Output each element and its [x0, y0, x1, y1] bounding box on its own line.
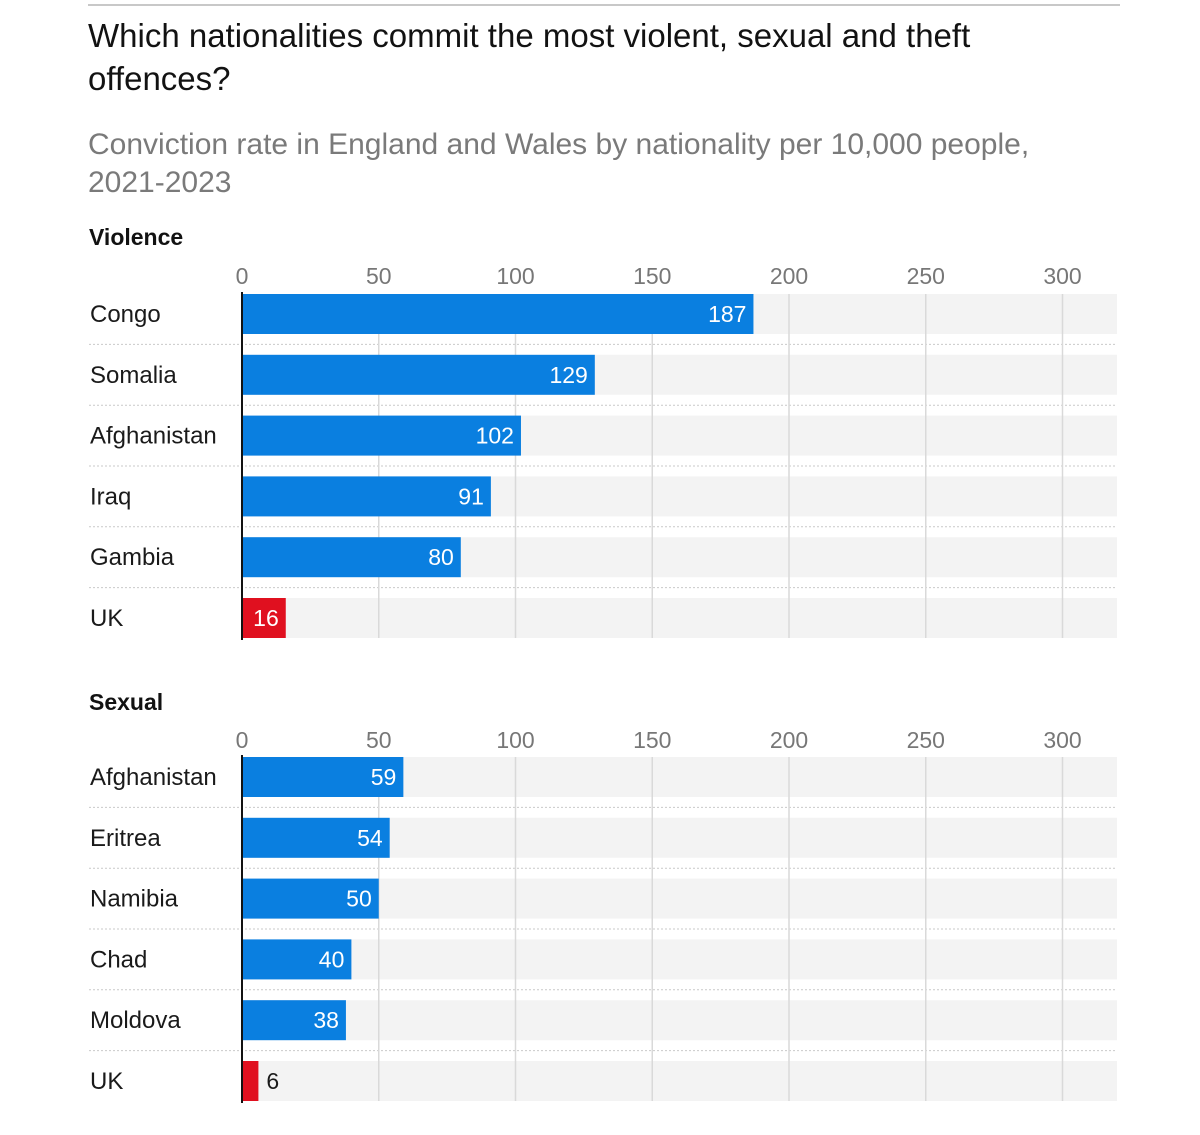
sexual-bar: [242, 1000, 346, 1041]
violence-category-label: Congo: [90, 301, 161, 328]
sexual-category-label: UK: [90, 1068, 123, 1095]
violence-bar: [242, 476, 491, 517]
sexual-value-label: 6: [266, 1068, 279, 1094]
violence-tick-label: 0: [236, 263, 249, 289]
violence-bar: [242, 598, 286, 638]
sexual-bar: [242, 1061, 259, 1101]
violence-value-label: 91: [458, 483, 484, 509]
violence-bar: [242, 415, 521, 456]
sexual-row-track: [242, 1000, 1117, 1041]
sexual-category-label: Eritrea: [90, 825, 161, 852]
violence-bar: [242, 537, 461, 578]
top-rule: [88, 4, 1120, 6]
sexual-row-track: [242, 1061, 1117, 1101]
violence-value-label: 102: [476, 423, 514, 449]
sexual-bar: [242, 817, 390, 858]
sexual-category-label: Afghanistan: [90, 764, 217, 791]
violence-tick-label: 100: [496, 263, 534, 289]
violence-value-label: 16: [253, 605, 279, 631]
sexual-bar: [242, 757, 404, 797]
violence-bar: [242, 354, 595, 395]
sexual-category-label: Chad: [90, 946, 147, 973]
violence-category-label: UK: [90, 605, 123, 632]
violence-category-label: Gambia: [90, 544, 175, 571]
violence-tick-label: 250: [907, 263, 945, 289]
sexual-tick-label: 0: [236, 727, 249, 753]
violence-tick-label: 150: [633, 263, 671, 289]
sexual-row-track: [242, 878, 1117, 919]
sexual-bar: [242, 939, 352, 980]
sexual-bar: [242, 878, 379, 919]
sexual-value-label: 40: [319, 946, 345, 972]
sexual-tick-label: 200: [770, 727, 808, 753]
sexual-tick-label: 100: [496, 727, 534, 753]
sexual-tick-label: 250: [907, 727, 945, 753]
violence-section-title: Violence: [89, 224, 183, 250]
violence-category-label: Iraq: [90, 483, 131, 510]
chart-title: Which nationalities commit the most viol…: [88, 17, 971, 97]
sexual-category-label: Moldova: [90, 1007, 181, 1034]
sexual-row-track: [242, 939, 1117, 980]
sexual-section-title: Sexual: [89, 689, 163, 715]
violence-value-label: 80: [428, 544, 454, 570]
sexual-category-label: Namibia: [90, 886, 179, 913]
sexual-value-label: 50: [346, 886, 372, 912]
violence-value-label: 129: [549, 362, 587, 388]
violence-category-label: Somalia: [90, 362, 177, 389]
sexual-value-label: 59: [371, 764, 397, 790]
violence-row-track: [242, 598, 1117, 638]
chart-subtitle: Conviction rate in England and Wales by …: [88, 128, 1030, 199]
sexual-value-label: 54: [357, 825, 383, 851]
sexual-value-label: 38: [313, 1007, 339, 1033]
sexual-tick-label: 150: [633, 727, 671, 753]
violence-tick-label: 50: [366, 263, 392, 289]
violence-category-label: Afghanistan: [90, 423, 217, 450]
violence-bar: [242, 294, 754, 334]
violence-tick-label: 200: [770, 263, 808, 289]
sexual-tick-label: 300: [1043, 727, 1081, 753]
violence-tick-label: 300: [1043, 263, 1081, 289]
sexual-tick-label: 50: [366, 727, 392, 753]
violence-value-label: 187: [708, 301, 746, 327]
